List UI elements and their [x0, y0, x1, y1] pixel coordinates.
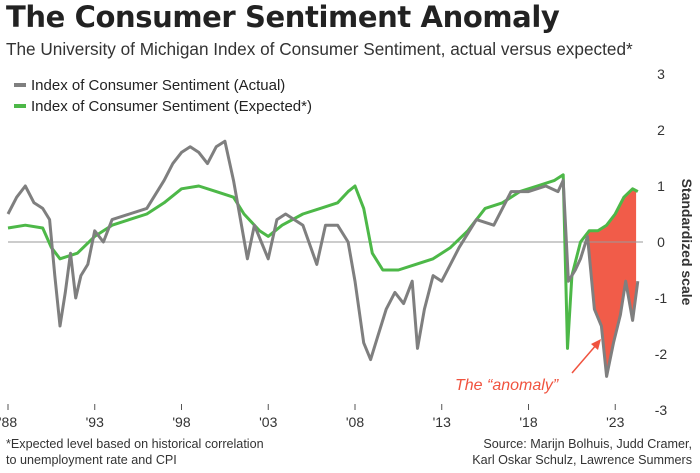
source-note: Source: Marijn Bolhuis, Judd Cramer, Kar… — [472, 437, 692, 468]
x-tick-label: '03 — [259, 414, 277, 430]
page-title: The Consumer Sentiment Anomaly — [6, 0, 560, 34]
consumer-sentiment-chart: '88 '93 '98 '03 '08 '13 '18 '23 3 2 1 0 -1 -2 -3 Standa… — [0, 66, 695, 430]
anomaly-arrow-head — [591, 339, 601, 350]
anomaly-layer — [585, 188, 637, 377]
footnote-line-1: *Expected level based on historical corr… — [6, 437, 264, 451]
page-subtitle: The University of Michigan Index of Cons… — [6, 39, 633, 59]
legend-label: Index of Consumer Sentiment (Actual) — [31, 77, 285, 94]
legend-label: Index of Consumer Sentiment (Expected*) — [31, 98, 312, 115]
y-tick-label: -1 — [655, 290, 668, 306]
x-tick-label: '93 — [86, 414, 104, 430]
anomaly-arrow-line — [571, 343, 598, 374]
source-line-2: Karl Oskar Schulz, Lawrence Summers — [472, 452, 692, 467]
series-line-actual — [6, 139, 640, 378]
x-tick-label: '23 — [606, 414, 624, 430]
y-tick-label: 0 — [657, 234, 665, 250]
y-tick-label: -3 — [655, 402, 668, 418]
y-axis-title: Standardized scale — [679, 179, 695, 306]
x-tick-label: '18 — [519, 414, 537, 430]
footnote-line-2: to unemployment rate and CPI — [6, 452, 177, 467]
x-tick-label: '88 — [0, 414, 17, 430]
y-tick-label: 1 — [657, 178, 665, 194]
anomaly-label: The “anomaly” — [455, 377, 559, 394]
x-tick-label: '13 — [433, 414, 451, 430]
legend: Index of Consumer Sentiment (Actual) Inde… — [14, 77, 312, 115]
axis-layer: '88 '93 '98 '03 '08 '13 '18 '23 3 2 1 0 -1 -2 -3 Standa… — [0, 66, 695, 430]
y-tick-label: 3 — [657, 66, 665, 82]
source-line-1: Source: Marijn Bolhuis, Judd Cramer, — [483, 437, 692, 451]
series-layer — [6, 139, 640, 378]
y-tick-label: -2 — [655, 346, 668, 362]
series-line-expected — [7, 173, 639, 350]
anomaly-shaded-area — [585, 188, 637, 377]
y-tick-label: 2 — [657, 122, 665, 138]
footnote: *Expected level based on historical corr… — [6, 437, 264, 468]
x-tick-label: '98 — [172, 414, 190, 430]
x-tick-label: '08 — [346, 414, 364, 430]
annotation-layer: The “anomaly” — [455, 339, 601, 394]
